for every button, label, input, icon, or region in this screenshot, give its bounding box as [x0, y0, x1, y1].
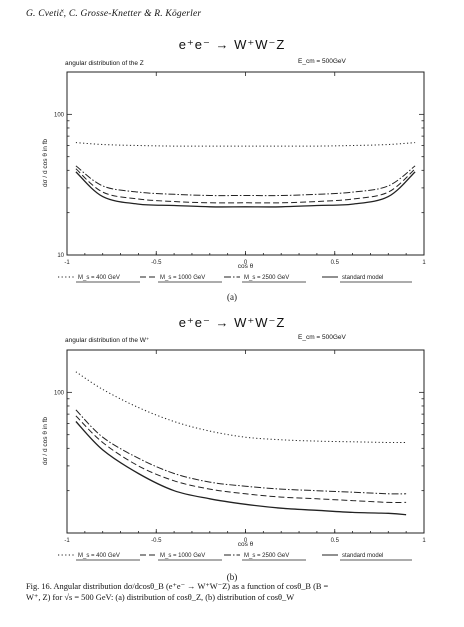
panel-label-a: (a)	[227, 292, 237, 302]
series-line	[75, 165, 416, 197]
process-title-a: e⁺e⁻ → W⁺W⁻Z	[178, 37, 286, 52]
series-line	[75, 168, 416, 204]
x-tick-label: 0.5	[331, 538, 340, 544]
plot-frame	[66, 71, 425, 256]
caption-line-2: W⁺, Z) for √s = 500 GeV: (a) distributio…	[26, 593, 295, 602]
authors-header: G. Cvetič, C. Grosse-Knetter & R. Kögerl…	[26, 9, 202, 19]
legend-label: standard model	[342, 275, 383, 281]
subtitle-a: angular distribution of the Z	[65, 60, 144, 67]
y-tick-label: 100	[54, 390, 65, 396]
series-line	[75, 415, 407, 504]
x-tick-label: -1	[64, 538, 70, 544]
energy-b: E_cm = 500GeV	[298, 334, 346, 341]
x-tick-label: 0	[244, 260, 248, 266]
legend-label: M_s = 2500 GeV	[244, 275, 289, 281]
process-title-b: e⁺e⁻ → W⁺W⁻Z	[178, 315, 286, 330]
x-tick-label: -0.5	[151, 260, 162, 266]
caption-line-1: Fig. 16. Angular distribution dσ/dcosθ_B…	[26, 582, 329, 591]
y-axis-label: dσ / d cos θ in fb	[42, 139, 49, 187]
x-axis-label: cos θ	[238, 541, 254, 548]
legend-label: M_s = 400 GeV	[78, 553, 120, 559]
panel-label-b: (b)	[226, 572, 238, 582]
legend-label: M_s = 400 GeV	[78, 275, 120, 281]
series-line	[75, 142, 416, 147]
chart-a: -1 -0.5 0 0.5 1 10 100 cos θ dσ / d cos θ in fb M…	[42, 71, 426, 283]
y-tick-label: 10	[57, 253, 64, 259]
x-tick-label: 0	[244, 538, 248, 544]
series-line	[75, 409, 407, 495]
legend-label: M_s = 2500 GeV	[244, 553, 289, 559]
plot-frame	[66, 349, 425, 534]
series-line	[75, 371, 407, 444]
legend-label: M_s = 1000 GeV	[160, 553, 205, 559]
x-tick-label: 1	[422, 260, 426, 266]
legend-label: standard model	[342, 553, 383, 559]
x-tick-label: -1	[64, 260, 70, 266]
chart-b: -1 -0.5 0 0.5 1 100 cos θ dσ / d cos θ in fb M_s…	[42, 349, 426, 561]
subtitle-b: angular distribution of the W⁺	[65, 337, 150, 344]
y-axis-label: dσ / d cos θ in fb	[42, 417, 49, 465]
x-tick-label: 1	[422, 538, 426, 544]
energy-a: E_cm = 500GeV	[298, 58, 346, 65]
y-tick-label: 100	[54, 112, 65, 118]
x-axis-label: cos θ	[238, 263, 254, 270]
series-line	[75, 171, 416, 208]
x-tick-label: 0.5	[331, 260, 340, 266]
legend-label: M_s = 1000 GeV	[160, 275, 205, 281]
series-line	[75, 421, 407, 516]
x-tick-label: -0.5	[151, 538, 162, 544]
figure-caption: Fig. 16. Angular distribution dσ/dcosθ_B…	[26, 581, 456, 603]
